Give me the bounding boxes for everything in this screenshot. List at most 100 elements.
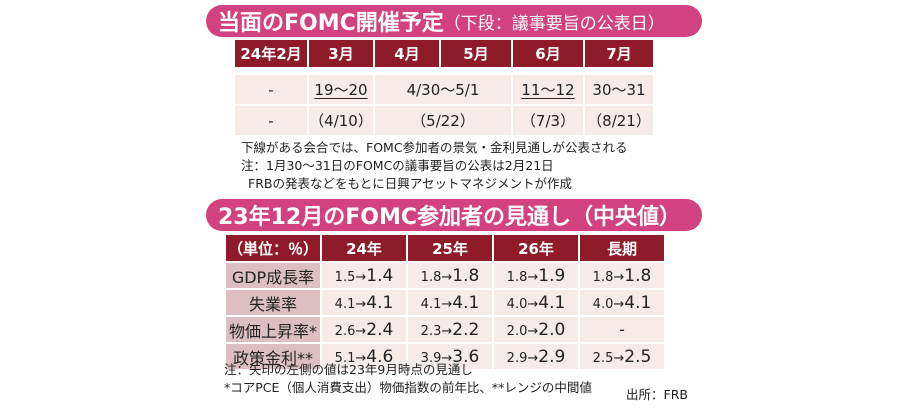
projections-banner: 23年12月のFOMC参加者の見通し（中央値） xyxy=(206,199,702,231)
minutes-date: （4/10） xyxy=(307,105,375,135)
projections-header: 25年 xyxy=(406,233,494,263)
arrow-icon: → xyxy=(355,269,367,285)
arrow-icon: → xyxy=(355,296,367,312)
previous-projection-value: 4.1 xyxy=(420,296,442,312)
projection-row-label: 物価上昇率* xyxy=(224,315,322,344)
schedule-header: 24年2月 xyxy=(233,40,309,69)
projection-dash: - xyxy=(619,320,625,339)
current-projection-value: 4.1 xyxy=(366,292,394,313)
projections-header: 24年 xyxy=(320,233,408,263)
projection-value-cell: 1.8→1.8 xyxy=(406,261,494,290)
schedule-banner-title: 当面のFOMC開催予定 xyxy=(218,11,444,36)
arrow-icon: → xyxy=(355,323,367,339)
current-projection-value: 1.9 xyxy=(538,265,566,286)
projection-value-cell: 2.6→2.4 xyxy=(320,315,408,344)
arrow-icon: → xyxy=(441,269,453,285)
previous-projection-value: 2.5 xyxy=(592,350,614,366)
previous-projection-value: 1.8 xyxy=(420,269,442,285)
current-projection-value: 2.0 xyxy=(538,319,566,340)
projection-value-cell: 1.5→1.4 xyxy=(320,261,408,290)
meeting-dates-row: - 19〜20 4/30〜5/1 11〜12 30〜31 xyxy=(233,75,655,106)
projections-banner-title: 23年12月のFOMC参加者の見通し（中央値） xyxy=(218,205,682,230)
projections-header: （単位：％） xyxy=(224,233,322,263)
arrow-icon: → xyxy=(527,350,539,366)
arrow-icon: → xyxy=(527,296,539,312)
projection-value-cell: 1.8→1.9 xyxy=(492,261,580,290)
previous-projection-value: 1.8 xyxy=(506,269,528,285)
projections-note-definitions: *コアPCE（個人消費支出）物価指数の前年比、**レンジの中間値 xyxy=(224,380,592,395)
current-projection-value: 1.4 xyxy=(366,265,394,286)
projection-value-cell: 2.3→2.2 xyxy=(406,315,494,344)
previous-projection-value: 4.0 xyxy=(592,296,614,312)
schedule-header-row: 24年2月 3月 4月 5月 6月 7月 xyxy=(233,40,655,69)
projection-row-label: GDP成長率 xyxy=(224,261,322,290)
arrow-icon: → xyxy=(441,296,453,312)
previous-projection-value: 2.6 xyxy=(334,323,356,339)
projection-value-cell: 4.1→4.1 xyxy=(406,288,494,317)
projection-value-cell: - xyxy=(578,315,666,344)
current-projection-value: 4.6 xyxy=(366,346,394,367)
current-projection-value: 4.1 xyxy=(624,292,652,313)
projection-value-cell: 5.1→4.6 xyxy=(320,342,408,371)
projection-row: GDP成長率 1.5→1.4 1.8→1.8 1.8→1.9 1.8→1.8 xyxy=(224,261,666,290)
projections-header: 長期 xyxy=(578,233,666,263)
schedule-banner-subtitle: （下段：議事要旨の公表日） xyxy=(443,13,665,34)
arrow-icon: → xyxy=(613,350,625,366)
current-projection-value: 3.6 xyxy=(452,346,480,367)
current-projection-value: 2.2 xyxy=(452,319,480,340)
meeting-date-apr-may: 4/30〜5/1 xyxy=(373,75,513,106)
arrow-icon: → xyxy=(441,350,453,366)
previous-projection-value: 2.3 xyxy=(420,323,442,339)
source-label: 出所：FRB xyxy=(626,387,688,402)
projection-value-cell: 4.1→4.1 xyxy=(320,288,408,317)
projection-row-label: 失業率 xyxy=(224,288,322,317)
arrow-icon: → xyxy=(613,296,625,312)
schedule-note-january: 注：1月30〜31日のFOMCの議事要旨の公表は2月21日 xyxy=(241,158,554,173)
schedule-note-underline: 下線がある会合では、FOMC参加者の景気・金利見通しが公表される xyxy=(241,140,628,155)
arrow-icon: → xyxy=(441,323,453,339)
projection-row: 政策金利** 5.1→4.6 3.9→3.6 2.9→2.9 2.5→2.5 xyxy=(224,342,666,371)
previous-projection-value: 4.1 xyxy=(334,296,356,312)
projection-value-cell: 4.0→4.1 xyxy=(492,288,580,317)
minutes-date: （8/21） xyxy=(583,105,655,135)
projections-header-row: （単位：％） 24年 25年 26年 長期 xyxy=(224,233,666,263)
meeting-date-feb: - xyxy=(233,75,309,106)
meeting-date-mar: 19〜20 xyxy=(307,75,375,106)
schedule-note-source: FRBの発表などをもとに日興アセットマネジメントが作成 xyxy=(248,176,572,191)
minutes-dates-row: - （4/10） （5/22） （7/3） （8/21） xyxy=(233,105,655,135)
previous-projection-value: 1.8 xyxy=(592,269,614,285)
arrow-icon: → xyxy=(527,323,539,339)
projection-value-cell: 4.0→4.1 xyxy=(578,288,666,317)
schedule-header: 5月 xyxy=(439,40,513,69)
schedule-header: 6月 xyxy=(511,40,585,69)
projection-value-cell: 3.9→3.6 xyxy=(406,342,494,371)
schedule-banner: 当面のFOMC開催予定 （下段：議事要旨の公表日） xyxy=(206,5,702,37)
previous-projection-value: 2.0 xyxy=(506,323,528,339)
meeting-date-jul: 30〜31 xyxy=(583,75,655,106)
schedule-header: 3月 xyxy=(307,40,375,69)
projection-value-cell: 2.0→2.0 xyxy=(492,315,580,344)
arrow-icon: → xyxy=(355,350,367,366)
arrow-icon: → xyxy=(527,269,539,285)
previous-projection-value: 5.1 xyxy=(334,350,356,366)
fomc-projections-table: （単位：％） 24年 25年 26年 長期 GDP成長率 1.5→1.4 1.8→1… xyxy=(224,233,666,371)
arrow-icon: → xyxy=(613,269,625,285)
projection-value-cell: 2.9→2.9 xyxy=(492,342,580,371)
minutes-date: （5/22） xyxy=(373,105,513,135)
projection-row: 物価上昇率* 2.6→2.4 2.3→2.2 2.0→2.0- xyxy=(224,315,666,344)
schedule-header: 4月 xyxy=(373,40,441,69)
previous-projection-value: 1.5 xyxy=(334,269,356,285)
current-projection-value: 2.5 xyxy=(624,346,652,367)
projections-note-arrow: 注：矢印の左側の値は23年9月時点の見通し xyxy=(224,362,473,377)
minutes-date: - xyxy=(233,105,309,135)
current-projection-value: 2.9 xyxy=(538,346,566,367)
fomc-schedule-table: 24年2月 3月 4月 5月 6月 7月 - 19〜20 4/30〜5/1 11… xyxy=(233,40,655,135)
minutes-date: （7/3） xyxy=(511,105,585,135)
schedule-header: 7月 xyxy=(583,40,655,69)
current-projection-value: 1.8 xyxy=(624,265,652,286)
projections-header: 26年 xyxy=(492,233,580,263)
current-projection-value: 4.1 xyxy=(538,292,566,313)
current-projection-value: 2.4 xyxy=(366,319,394,340)
previous-projection-value: 2.9 xyxy=(506,350,528,366)
previous-projection-value: 3.9 xyxy=(420,350,442,366)
